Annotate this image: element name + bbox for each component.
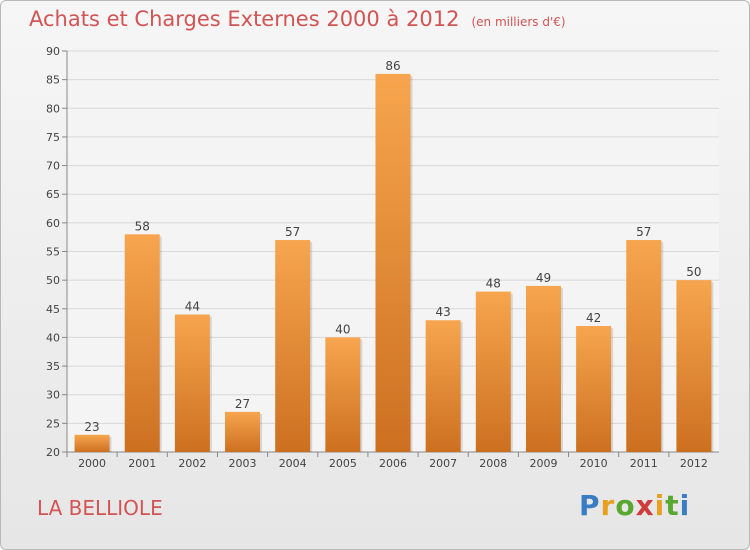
chart-title: Achats et Charges Externes 2000 à 2012 (e… xyxy=(29,7,566,31)
x-tick-label: 2007 xyxy=(429,457,457,470)
x-tick-label: 2004 xyxy=(279,457,307,470)
logo-letter: t xyxy=(665,489,680,522)
bar-2011 xyxy=(626,240,662,452)
value-label: 49 xyxy=(536,271,551,285)
value-label: 44 xyxy=(185,300,200,314)
bar-2010 xyxy=(576,325,612,452)
value-label: 40 xyxy=(335,322,350,336)
y-tick-label: 75 xyxy=(46,131,60,144)
x-tick-label: 2001 xyxy=(128,457,156,470)
value-label: 23 xyxy=(84,420,99,434)
value-label: 57 xyxy=(285,225,300,239)
y-tick-label: 45 xyxy=(46,303,60,316)
value-label: 58 xyxy=(135,219,150,233)
bar-2008 xyxy=(475,291,511,452)
title-text: Achats et Charges Externes 2000 à 2012 xyxy=(29,7,460,31)
logo-letter: x xyxy=(635,489,655,522)
value-label: 50 xyxy=(686,265,701,279)
bar-2000 xyxy=(74,434,110,452)
x-tick-label: 2005 xyxy=(329,457,357,470)
y-tick-label: 85 xyxy=(46,74,60,87)
bar-2006 xyxy=(375,73,411,453)
x-tick-label: 2008 xyxy=(479,457,507,470)
bar-2001 xyxy=(124,234,160,452)
x-tick-label: 2012 xyxy=(680,457,708,470)
value-label: 57 xyxy=(636,225,651,239)
unit-label: (en milliers d'€) xyxy=(471,15,566,29)
y-tick-label: 35 xyxy=(46,360,60,373)
x-tick-label: 2000 xyxy=(78,457,106,470)
x-tick-label: 2002 xyxy=(178,457,206,470)
y-tick-label: 70 xyxy=(46,160,60,173)
bar-2007 xyxy=(425,320,461,452)
value-label: 42 xyxy=(586,311,601,325)
y-tick-label: 30 xyxy=(46,389,60,402)
y-tick-label: 65 xyxy=(46,188,60,201)
place-name: LA BELLIOLE xyxy=(37,496,163,520)
x-tick-label: 2010 xyxy=(580,457,608,470)
y-tick-label: 60 xyxy=(46,217,60,230)
x-tick-label: 2009 xyxy=(529,457,557,470)
value-label: 43 xyxy=(436,305,451,319)
bar-2009 xyxy=(525,285,561,452)
y-tick-label: 50 xyxy=(46,274,60,287)
logo-letter: o xyxy=(615,489,636,522)
value-label: 86 xyxy=(385,59,400,73)
logo-letter: i xyxy=(679,489,691,522)
bar-2012 xyxy=(676,280,712,452)
y-tick-label: 40 xyxy=(46,331,60,344)
logo-letter: r xyxy=(600,489,616,522)
bar-2002 xyxy=(174,314,210,452)
y-tick-label: 55 xyxy=(46,246,60,259)
y-tick-label: 80 xyxy=(46,102,60,115)
x-tick-label: 2006 xyxy=(379,457,407,470)
x-tick-label: 2003 xyxy=(229,457,257,470)
bar-2004 xyxy=(275,240,311,452)
logo-letter: P xyxy=(579,489,601,522)
bar-2005 xyxy=(325,337,361,452)
bar-2003 xyxy=(225,411,261,452)
y-tick-label: 25 xyxy=(46,417,60,430)
y-tick-label: 90 xyxy=(46,45,60,58)
logo-letter: i xyxy=(654,489,666,522)
value-label: 48 xyxy=(486,277,501,291)
y-tick-label: 20 xyxy=(46,446,60,459)
x-tick-label: 2011 xyxy=(630,457,658,470)
value-label: 27 xyxy=(235,397,250,411)
proxiti-logo: Proxiti xyxy=(579,489,690,522)
